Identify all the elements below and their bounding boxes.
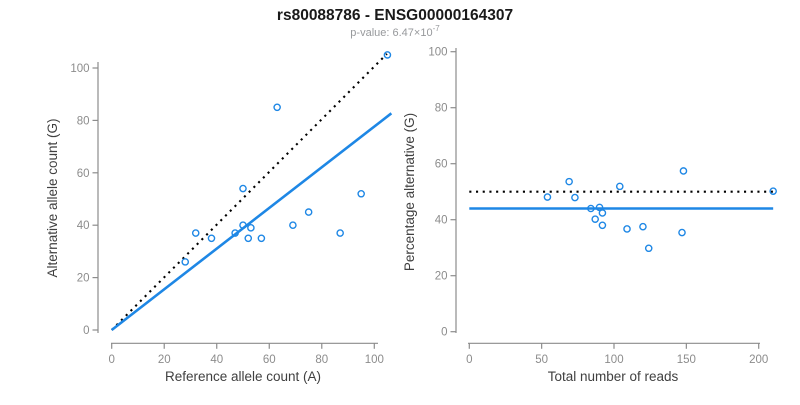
data-point	[231, 229, 239, 237]
data-point	[383, 51, 392, 59]
data-point	[239, 221, 247, 229]
data-point	[336, 229, 344, 237]
y-tick-label: 60	[435, 159, 448, 171]
y-axis-title: Percentage alternative (G)	[402, 113, 417, 271]
x-tick-label: 100	[365, 354, 384, 366]
x-tick-label: 0	[466, 354, 472, 366]
data-point	[273, 103, 281, 112]
pvalue-text: p-value: 6.47×10	[350, 27, 432, 39]
y-tick-label: 60	[77, 168, 90, 180]
y-tick-label: 100	[70, 63, 89, 75]
data-point	[615, 182, 624, 191]
y-tick-label: 80	[435, 103, 448, 115]
data-point	[595, 203, 604, 212]
data-point	[571, 193, 579, 202]
data-point	[644, 244, 653, 253]
y-tick-label: 40	[435, 215, 448, 227]
data-point	[565, 177, 573, 186]
x-tick-label: 150	[677, 354, 696, 366]
data-point	[304, 208, 313, 216]
x-tick-label: 0	[108, 354, 114, 366]
y-tick-label: 0	[441, 327, 447, 339]
data-point	[678, 228, 686, 237]
data-point	[587, 204, 595, 213]
right-plot: 0 50 100 150 200 0 20 40 60 80 100 Total number of …	[402, 47, 777, 384]
chart-subtitle: p-value: 6.47×10-7	[350, 24, 440, 39]
x-tick-label: 100	[604, 354, 623, 366]
y-tick-label: 20	[77, 273, 90, 285]
data-point	[207, 234, 216, 243]
x-tick-label: 20	[158, 354, 171, 366]
data-point	[598, 221, 607, 230]
y-tick-label: 0	[83, 325, 89, 337]
y-tick-label: 80	[77, 115, 90, 127]
data-point	[289, 221, 297, 229]
x-tick-label: 60	[263, 354, 276, 366]
y-tick-label: 40	[77, 220, 90, 232]
y-axis-title: Alternative allele count (G)	[45, 118, 60, 277]
data-point	[769, 187, 777, 195]
data-point	[679, 167, 688, 175]
fit-line	[110, 112, 393, 332]
x-tick-label: 50	[535, 354, 548, 366]
data-point	[357, 189, 365, 198]
x-tick-label: 40	[210, 354, 223, 366]
y-tick-label: 20	[435, 271, 448, 283]
data-point	[247, 224, 255, 232]
identity-line	[110, 53, 388, 331]
data-point	[239, 184, 247, 193]
data-point	[598, 209, 607, 217]
data-point	[181, 258, 190, 266]
data-point	[591, 215, 599, 223]
data-point	[191, 229, 200, 237]
x-tick-label: 80	[315, 354, 328, 366]
x-tick-label: 200	[749, 354, 768, 366]
y-tick-label: 100	[428, 47, 447, 59]
data-point	[244, 234, 253, 243]
x-axis-title: Reference allele count (A)	[165, 369, 321, 384]
data-point	[543, 193, 552, 201]
left-plot: 0 20 40 60 80 100 0 20 40 60 80 100 Reference allele…	[45, 51, 393, 384]
pvalue-exponent: -7	[433, 24, 441, 33]
data-point	[639, 222, 647, 231]
data-point	[623, 225, 631, 233]
chart-title: rs80088786 - ENSG00000164307	[277, 7, 513, 24]
x-axis-title: Total number of reads	[548, 369, 679, 384]
data-point	[257, 234, 266, 243]
